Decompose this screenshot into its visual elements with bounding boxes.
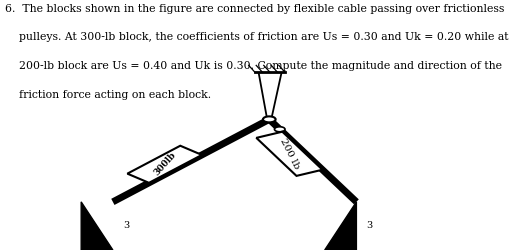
Text: 300lb: 300lb [152,151,177,178]
Text: friction force acting on each block.: friction force acting on each block. [5,90,211,100]
Text: 3: 3 [366,222,373,230]
Polygon shape [256,132,323,176]
Text: 200-lb block are Us = 0.40 and Uk is 0.30. Compute the magnitude and direction o: 200-lb block are Us = 0.40 and Uk is 0.3… [5,61,502,71]
Polygon shape [325,202,356,250]
Polygon shape [127,146,202,183]
Text: pulleys. At 300-lb block, the coefficients of friction are Us = 0.30 and Uk = 0.: pulleys. At 300-lb block, the coefficien… [5,32,509,42]
Text: 3: 3 [122,222,129,230]
Polygon shape [81,202,113,250]
Text: 200 lb: 200 lb [278,137,301,171]
Circle shape [263,116,276,122]
Circle shape [275,127,285,132]
Text: 6.  The blocks shown in the figure are connected by flexible cable passing over : 6. The blocks shown in the figure are co… [5,4,505,14]
